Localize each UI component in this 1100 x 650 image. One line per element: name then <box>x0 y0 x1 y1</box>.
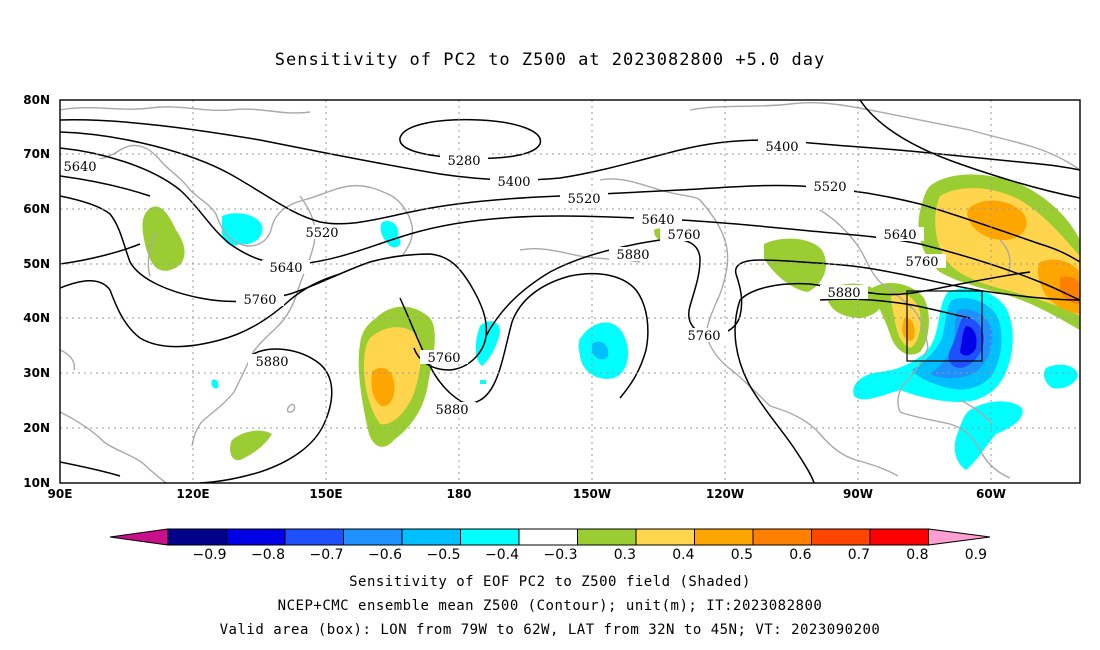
lon-label: 90W <box>843 487 873 501</box>
lat-label: 10N <box>23 476 50 490</box>
colorbar-swatch <box>226 528 286 546</box>
colorbar-swatch <box>460 528 520 546</box>
lat-label: 70N <box>23 147 50 161</box>
contour-label: 5760 <box>667 228 700 243</box>
graticule <box>60 100 1080 483</box>
colorbar-under-triangle <box>109 528 169 546</box>
colorbar-over-triangle <box>928 528 991 546</box>
colorbar-swatch <box>752 528 812 546</box>
lon-label: 150E <box>309 487 342 501</box>
colorbar-swatch <box>284 528 344 546</box>
contour-label: 5760 <box>905 255 938 270</box>
colorbar-swatch <box>343 528 403 546</box>
colorbar-label: 0.4 <box>672 547 694 563</box>
lon-axis: 90E 120E 150E 180 150W 120W 90W 60W <box>48 487 1006 501</box>
lon-label: 150W <box>573 487 611 501</box>
valid-area-box <box>906 290 983 362</box>
contour-label: 5760 <box>243 293 276 308</box>
contour-label-group: 5280 5400 5520 5640 5760 5880 5400 5520 … <box>60 139 946 418</box>
lat-label: 30N <box>23 366 50 380</box>
lon-label: 90E <box>48 487 73 501</box>
contour-label: 5520 <box>305 226 338 241</box>
colorbar-label: 0.5 <box>731 547 753 563</box>
colorbar-swatch <box>635 528 695 546</box>
contour-label: 5880 <box>255 355 288 370</box>
colorbar-label: 0.9 <box>965 547 987 563</box>
colorbar: −0.9 −0.8 −0.7 −0.6 −0.5 −0.4 −0.3 0.3 0.4 0.5 0.6… <box>109 528 991 563</box>
colorbar-label: −0.7 <box>310 547 344 563</box>
colorbar-label: −0.6 <box>368 547 402 563</box>
lon-label: 60W <box>976 487 1006 501</box>
lon-label: 180 <box>446 487 471 501</box>
sensitivity-shading <box>142 174 1080 470</box>
colorbar-swatch <box>401 528 461 546</box>
contour-label: 5760 <box>427 351 460 366</box>
contour-label: 5640 <box>269 261 302 276</box>
contour-label: 5280 <box>447 154 480 169</box>
contour-label: 5880 <box>435 403 468 418</box>
colorbar-label: −0.5 <box>427 547 461 563</box>
colorbar-swatch <box>518 528 578 546</box>
colorbar-label: 0.7 <box>848 547 870 563</box>
colorbar-swatch <box>811 528 871 546</box>
colorbar-label: 0.6 <box>789 547 811 563</box>
colorbar-swatch <box>869 528 929 546</box>
colorbar-label: −0.9 <box>193 547 227 563</box>
plot-border <box>59 99 1081 484</box>
lat-label: 80N <box>23 93 50 107</box>
footer-line-1: Sensitivity of EOF PC2 to Z500 field (Sh… <box>349 574 751 590</box>
colorbar-swatch <box>694 528 754 546</box>
lat-label: 60N <box>23 202 50 216</box>
lon-label: 120W <box>706 487 744 501</box>
lat-label: 40N <box>23 311 50 325</box>
contour-label: 5400 <box>497 175 530 190</box>
contour-label: 5880 <box>827 286 860 301</box>
colorbar-swatch <box>167 528 227 546</box>
colorbar-label: 0.8 <box>906 547 928 563</box>
colorbar-label: −0.4 <box>485 547 519 563</box>
lat-label: 20N <box>23 421 50 435</box>
colorbar-label: 0.3 <box>614 547 636 563</box>
lon-label: 120E <box>176 487 209 501</box>
contour-label: 5520 <box>813 180 846 195</box>
contour-label: 5640 <box>63 160 96 175</box>
colorbar-swatch <box>577 528 637 546</box>
contour-label: 5760 <box>687 329 720 344</box>
lat-label: 50N <box>23 257 50 271</box>
colorbar-label: −0.3 <box>544 547 578 563</box>
contour-label: 5640 <box>641 213 674 228</box>
contour-label: 5880 <box>616 248 649 263</box>
map-title: Sensitivity of PC2 to Z500 at 2023082800… <box>274 50 826 70</box>
contour-label: 5400 <box>765 140 798 155</box>
colorbar-label: −0.8 <box>251 547 285 563</box>
contour-label: 5640 <box>883 228 916 243</box>
footer-line-3: Valid area (box): LON from 79W to 62W, L… <box>219 622 881 638</box>
z500-contours <box>60 100 1080 483</box>
lat-axis: 80N 70N 60N 50N 40N 30N 20N 10N <box>23 93 50 490</box>
contour-label: 5520 <box>567 192 600 207</box>
footer-line-2: NCEP+CMC ensemble mean Z500 (Contour); u… <box>277 598 823 614</box>
